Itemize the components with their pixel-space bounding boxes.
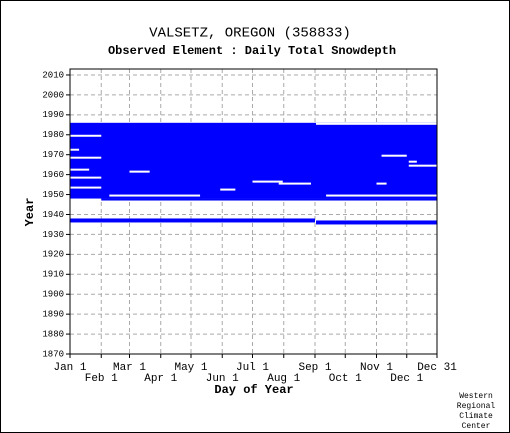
y-tick-label: 1940: [42, 210, 64, 220]
y-tick-label: 1990: [42, 110, 64, 120]
x-tick-label: Dec 31: [417, 362, 457, 374]
data-block: [70, 218, 316, 223]
credit-line: Regional: [457, 402, 496, 411]
credit-line: Center: [462, 422, 491, 431]
y-tick-label: 1930: [42, 230, 64, 240]
y-tick-label: 1870: [42, 349, 64, 359]
data-gap: [326, 194, 437, 197]
y-tick-label: 1950: [42, 190, 64, 200]
y-tick-label: 1920: [42, 250, 64, 260]
data-block: [101, 198, 437, 201]
data-gap: [70, 134, 102, 137]
y-tick-label: 2000: [42, 90, 64, 100]
data-block: [70, 122, 437, 199]
x-tick-label: Oct 1: [329, 373, 362, 385]
x-tick-label: Feb 1: [85, 373, 118, 385]
data-gap: [376, 182, 387, 185]
y-tick-label: 1910: [42, 270, 64, 280]
data-block: [316, 220, 437, 225]
data-gap: [129, 170, 150, 173]
credit-line: Climate: [459, 412, 493, 421]
y-axis-label: Year: [23, 198, 37, 227]
credit-line: Western: [459, 392, 493, 401]
x-tick-label: Aug 1: [267, 373, 300, 385]
y-tick-label: 2010: [42, 70, 64, 80]
y-tick-label: 1980: [42, 130, 64, 140]
x-tick-label: Sep 1: [298, 362, 331, 374]
data-gap: [408, 164, 437, 167]
x-tick-label: Jul 1: [236, 362, 269, 374]
x-tick-label: May 1: [174, 362, 207, 374]
x-tick-label: Jun 1: [206, 373, 239, 385]
y-tick-label: 1900: [42, 290, 64, 300]
y-tick-label: 1970: [42, 150, 64, 160]
x-tick-label: Mar 1: [113, 362, 146, 374]
data-gap: [220, 188, 236, 191]
data-gap: [381, 154, 407, 157]
chart-title: VALSETZ, OREGON (358833): [149, 26, 351, 42]
x-tick-label: Nov 1: [360, 362, 393, 374]
data-gap: [70, 186, 102, 189]
plot-frame: [69, 68, 438, 355]
data-gap: [408, 160, 417, 163]
x-tick-label: Apr 1: [144, 373, 177, 385]
data-gap: [70, 176, 102, 179]
x-axis-label: Day of Year: [214, 383, 293, 397]
data-gap: [252, 180, 283, 183]
data-gap: [278, 182, 311, 185]
data-gap: [316, 122, 437, 125]
chart-subtitle: Observed Element : Daily Total Snowdepth: [108, 44, 396, 58]
x-tick-label: Dec 1: [390, 373, 423, 385]
y-tick-label: 1880: [42, 329, 64, 339]
data-gap: [70, 156, 102, 159]
data-gap: [70, 148, 80, 151]
y-tick-label: 1960: [42, 170, 64, 180]
data-gap: [109, 194, 201, 197]
y-tick-label: 1890: [42, 310, 64, 320]
x-tick-label: Jan 1: [53, 362, 86, 374]
data-gap: [70, 168, 90, 171]
